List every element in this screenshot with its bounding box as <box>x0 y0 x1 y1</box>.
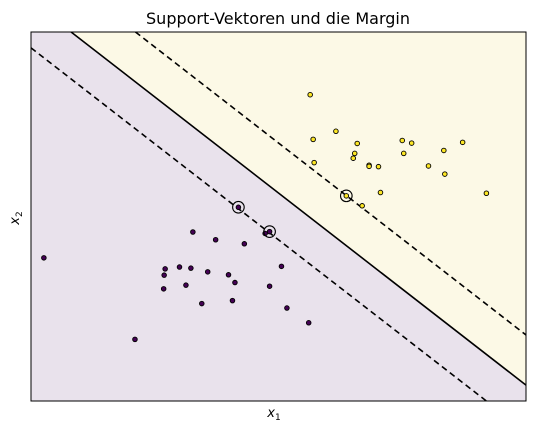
class-1-point <box>354 140 360 147</box>
margin-line-1 <box>31 47 487 401</box>
y-axis-label: x2 <box>8 211 25 225</box>
class-0-point <box>176 264 183 270</box>
class-0-point <box>212 236 219 243</box>
class-0-point <box>160 286 167 292</box>
class-1-point <box>425 163 432 169</box>
class-1-point <box>307 91 313 98</box>
class-0-point <box>229 297 236 304</box>
class-1-point <box>343 193 350 199</box>
class-1-point <box>350 155 356 161</box>
class-0-point <box>235 204 242 211</box>
class-0-point <box>232 279 238 286</box>
class-1-point <box>408 140 415 146</box>
class-1-point <box>399 137 406 144</box>
class-1-point <box>441 147 447 154</box>
class-0-point <box>225 272 232 278</box>
class-0-point <box>204 269 211 275</box>
class-0-point <box>41 255 47 261</box>
class-0-point <box>188 265 194 271</box>
class-1-point <box>400 150 407 157</box>
class-1-point <box>483 190 490 197</box>
class-0-point <box>161 272 167 278</box>
class-0-point <box>284 305 290 311</box>
class-1-point <box>333 128 339 135</box>
class-0-point <box>241 241 248 247</box>
support-vector-marker <box>232 200 245 214</box>
x-axis-label: x1 <box>266 406 280 423</box>
support-vector-marker <box>263 225 276 238</box>
class-1-point <box>442 171 448 177</box>
class-1-point <box>310 136 316 143</box>
class-0-point <box>305 320 312 326</box>
decision-boundary-line <box>70 32 526 386</box>
chart-title: Support-Vektoren und die Margin <box>146 9 410 28</box>
class-1-point <box>351 150 358 157</box>
class-0-point <box>190 229 196 235</box>
class-0-point <box>162 266 168 272</box>
plot-area <box>30 31 527 402</box>
class-1-point <box>377 189 384 196</box>
class-0-point <box>266 228 273 235</box>
margin-line-2 <box>134 32 526 336</box>
class-1-point <box>375 163 382 170</box>
class-0-point <box>132 336 138 343</box>
class-0-point <box>183 282 189 288</box>
class-0-point <box>278 263 285 270</box>
support-vector-marker <box>339 189 353 203</box>
class-0-point <box>266 283 273 289</box>
plot-frame <box>30 31 527 402</box>
class-1-point <box>311 159 317 166</box>
class-0-point <box>199 300 205 307</box>
class-1-point <box>459 139 466 146</box>
class-1-point <box>366 163 372 170</box>
class-1-point <box>359 203 365 209</box>
